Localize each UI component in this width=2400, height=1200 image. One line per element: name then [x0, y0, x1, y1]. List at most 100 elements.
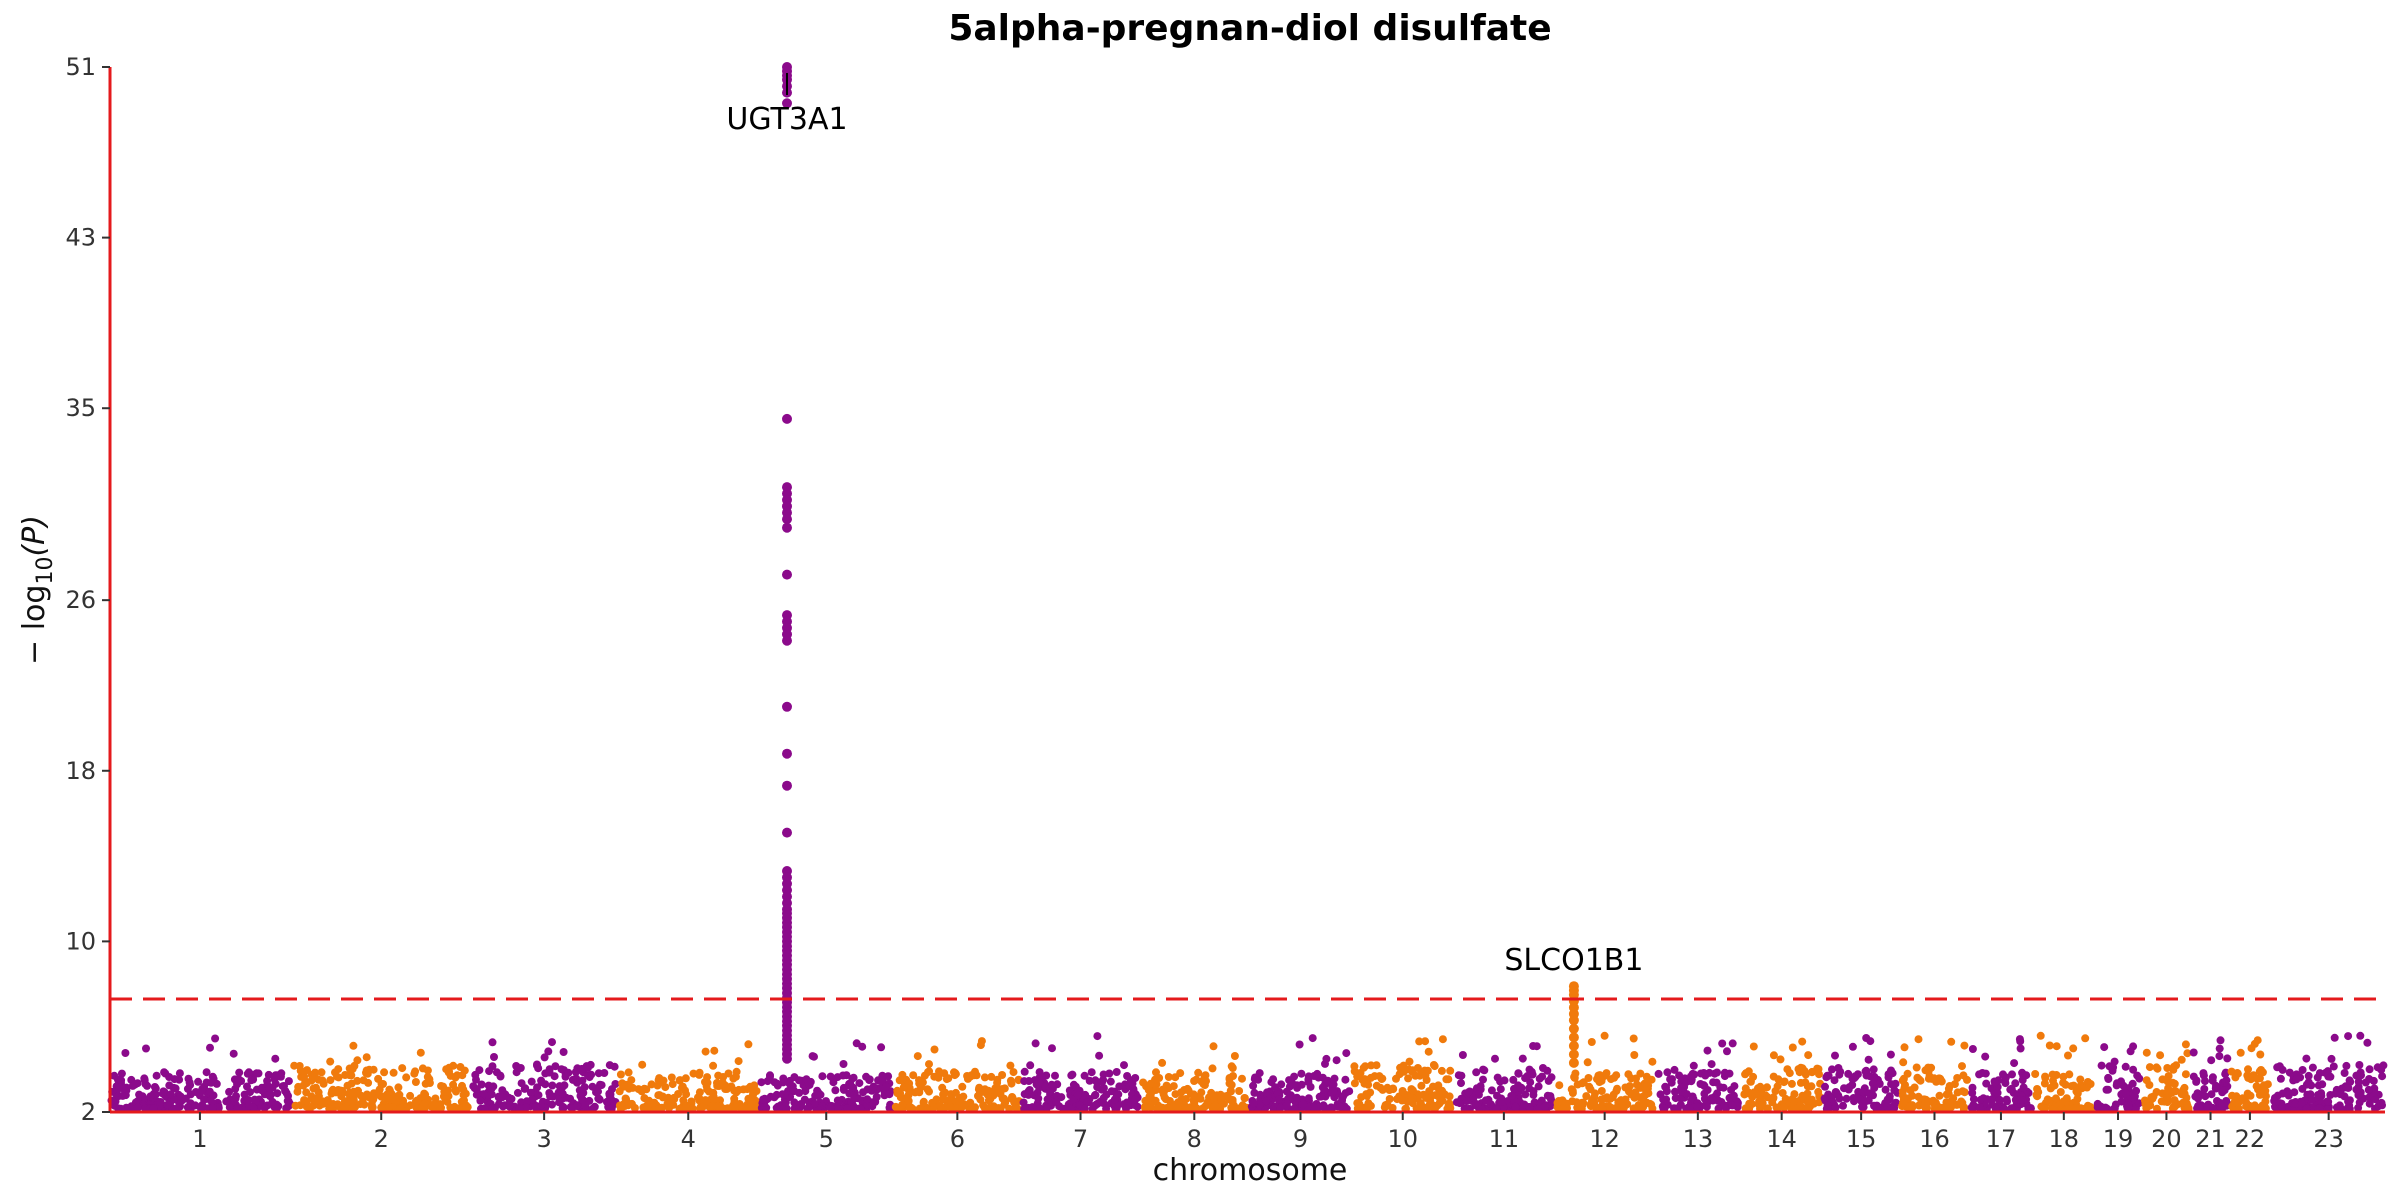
data-point [578, 1076, 587, 1085]
data-point [2189, 1048, 2198, 1057]
data-point [165, 1081, 174, 1090]
data-point [199, 1102, 208, 1111]
data-point [972, 1071, 981, 1080]
data-point [1927, 1063, 1936, 1072]
data-point [243, 1082, 251, 1091]
data-point [2128, 1079, 2137, 1088]
data-point [560, 1081, 569, 1090]
data-point [504, 1093, 513, 1102]
data-point [713, 1081, 722, 1090]
data-point [1554, 1098, 1563, 1106]
data-point [979, 1101, 988, 1110]
data-point [1600, 1031, 1609, 1040]
data-point [347, 1071, 356, 1080]
data-point [441, 1095, 450, 1104]
data-point [2369, 1076, 2378, 1085]
data-point [602, 1097, 611, 1106]
data-point [1209, 1042, 1218, 1051]
data-point [181, 1094, 190, 1103]
data-point [2049, 1076, 2057, 1085]
data-point [659, 1076, 668, 1085]
data-point [1208, 1064, 1217, 1073]
x-tick-label: 21 [2195, 1125, 2226, 1153]
data-point [2304, 1071, 2313, 1080]
data-point [2181, 1070, 2190, 1079]
data-point [345, 1064, 354, 1073]
data-point [2104, 1085, 2112, 1094]
data-point [1282, 1101, 1291, 1110]
data-point [1607, 1075, 1615, 1084]
data-point [898, 1100, 907, 1109]
data-point [1999, 1070, 2007, 1079]
data-point [1866, 1037, 1875, 1046]
data-point [1192, 1075, 1201, 1084]
data-point [1405, 1057, 1414, 1066]
data-point [1120, 1061, 1128, 1070]
data-point [2067, 1082, 2076, 1091]
data-point [1534, 1082, 1543, 1091]
data-point [2302, 1104, 2311, 1113]
data-point [1509, 1075, 1518, 1084]
data-point [1573, 1103, 1582, 1112]
data-point [1007, 1079, 1016, 1088]
data-point [2220, 1086, 2229, 1095]
data-point [225, 1087, 234, 1096]
data-point [1164, 1073, 1173, 1081]
data-point [1297, 1069, 1306, 1078]
data-point [522, 1103, 530, 1112]
data-point [846, 1082, 855, 1090]
data-point [307, 1076, 316, 1085]
data-point [2168, 1104, 2177, 1113]
data-point [762, 1103, 771, 1112]
data-point [1864, 1055, 1873, 1064]
data-point [544, 1047, 553, 1056]
data-point [709, 1061, 718, 1070]
data-point [2073, 1095, 2082, 1103]
data-point [406, 1091, 415, 1100]
data-point [1292, 1093, 1301, 1102]
data-point [627, 1076, 636, 1085]
data-point [1869, 1091, 1877, 1100]
data-point [1207, 1088, 1216, 1097]
data-point [506, 1101, 514, 1110]
data-point [284, 1077, 293, 1086]
data-point [1330, 1074, 1339, 1083]
data-point [905, 1079, 914, 1088]
data-point [362, 1053, 371, 1062]
x-tick-label: 11 [1489, 1125, 1520, 1153]
data-point [1776, 1055, 1785, 1064]
data-point [479, 1090, 488, 1099]
data-point [1790, 1090, 1799, 1099]
data-point [1523, 1072, 1532, 1080]
data-point [1131, 1101, 1140, 1110]
data-point [850, 1094, 859, 1103]
data-point [859, 1088, 867, 1097]
data-point [1332, 1056, 1341, 1065]
data-point [667, 1073, 676, 1082]
data-point [1249, 1099, 1258, 1108]
y-tick-label: 26 [65, 586, 96, 614]
data-point [341, 1103, 349, 1112]
data-point [839, 1083, 848, 1092]
data-point [1975, 1070, 1984, 1079]
y-tick-label: 2 [81, 1098, 96, 1126]
data-point [966, 1072, 975, 1081]
data-point [893, 1086, 902, 1095]
data-point [946, 1103, 955, 1111]
data-point [455, 1104, 464, 1113]
data-point [312, 1083, 320, 1092]
data-point [319, 1099, 328, 1108]
data-point [1701, 1071, 1710, 1080]
data-point [2036, 1031, 2045, 1040]
data-point [2117, 1097, 2126, 1106]
data-point [1749, 1042, 1758, 1051]
data-point [1630, 1093, 1639, 1102]
data-point [709, 1093, 718, 1102]
data-point [1422, 1093, 1430, 1102]
data-point [925, 1060, 933, 1069]
data-point [1696, 1080, 1705, 1088]
data-point [118, 1091, 127, 1100]
data-point [2243, 1089, 2252, 1098]
data-point [1274, 1095, 1283, 1104]
data-point [2132, 1086, 2141, 1095]
